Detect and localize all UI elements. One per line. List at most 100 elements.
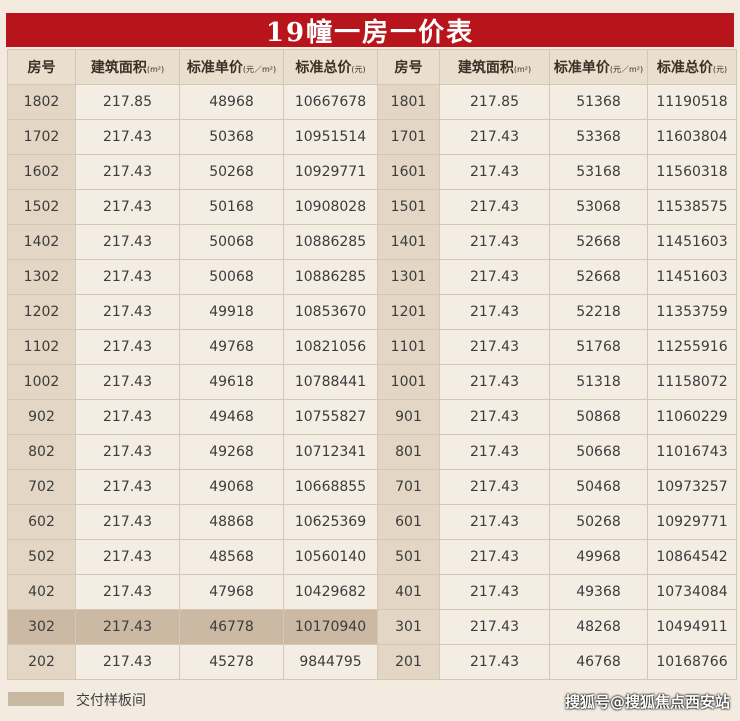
total-price-cell: 10788441 [283, 364, 378, 400]
room-cell: 1101 [377, 329, 440, 365]
area-cell: 217.43 [439, 609, 550, 645]
table-row: 1802 217.85 48968 10667678 1801 217.85 51368 11… [7, 84, 737, 120]
table-row: 1502 217.43 50168 10908028 1501 217.43 53068 11… [7, 189, 737, 225]
area-cell: 217.43 [439, 259, 550, 295]
area-cell: 217.43 [75, 189, 180, 225]
unit-price-cell: 50068 [179, 259, 284, 295]
room-cell: 601 [377, 504, 440, 540]
table-row: 1002 217.43 49618 10788441 1001 217.43 51318 11… [7, 364, 737, 400]
area-cell: 217.43 [439, 119, 550, 155]
room-cell: 1301 [377, 259, 440, 295]
total-price-cell: 10951514 [283, 119, 378, 155]
title-banner: 19幢一房一价表 [6, 13, 734, 48]
total-price-cell: 11255916 [647, 329, 737, 365]
table-row: 1602 217.43 50268 10929771 1601 217.43 53168 11… [7, 154, 737, 190]
area-cell: 217.43 [75, 399, 180, 435]
room-cell: 701 [377, 469, 440, 505]
area-cell: 217.43 [75, 574, 180, 610]
area-cell: 217.43 [75, 294, 180, 330]
table-row: 202 217.43 45278 9844795 201 217.43 46768 10168… [7, 644, 737, 680]
table-row: 1102 217.43 49768 10821056 1101 217.43 51768 11… [7, 329, 737, 365]
room-cell: 1702 [7, 119, 76, 155]
area-cell: 217.43 [75, 644, 180, 680]
total-price-cell: 10625369 [283, 504, 378, 540]
total-price-cell: 10667678 [283, 84, 378, 120]
unit-price-cell: 49268 [179, 434, 284, 470]
area-cell: 217.85 [439, 84, 550, 120]
unit-price-cell: 49918 [179, 294, 284, 330]
unit-price-cell: 49368 [549, 574, 648, 610]
total-price-cell: 10734084 [647, 574, 737, 610]
table-row: 902 217.43 49468 10755827 901 217.43 50868 1106… [7, 399, 737, 435]
unit-price-cell: 49968 [549, 539, 648, 575]
room-cell: 1602 [7, 154, 76, 190]
area-cell: 217.43 [75, 224, 180, 260]
area-cell: 217.85 [75, 84, 180, 120]
total-price-cell: 11603804 [647, 119, 737, 155]
header-area-right: 建筑面积(m²) [439, 49, 550, 85]
table-row: 602 217.43 48868 10625369 601 217.43 50268 1092… [7, 504, 737, 540]
room-cell: 1701 [377, 119, 440, 155]
area-cell: 217.43 [439, 364, 550, 400]
unit-price-cell: 52668 [549, 259, 648, 295]
unit-price-cell: 49068 [179, 469, 284, 505]
unit-price-cell: 48968 [179, 84, 284, 120]
unit-price-cell: 48568 [179, 539, 284, 575]
total-price-cell: 11560318 [647, 154, 737, 190]
unit-price-cell: 49768 [179, 329, 284, 365]
header-unit-price-right: 标准单价(元／m²) [549, 49, 648, 85]
area-cell: 217.43 [75, 154, 180, 190]
watermark: 搜狐号@搜狐焦点西安站 [564, 693, 730, 711]
room-cell: 602 [7, 504, 76, 540]
table-body: 1802 217.85 48968 10667678 1801 217.85 51368 11… [7, 84, 737, 680]
area-cell: 217.43 [439, 504, 550, 540]
area-cell: 217.43 [75, 259, 180, 295]
unit-price-cell: 49618 [179, 364, 284, 400]
header-room-right: 房号 [377, 49, 440, 85]
table-header-row: 房号 建筑面积(m²) 标准单价(元／m²) 标准总价(元) 房号 建筑面积(m… [7, 49, 737, 85]
room-cell: 1402 [7, 224, 76, 260]
unit-price-cell: 50668 [549, 434, 648, 470]
table-row: 1202 217.43 49918 10853670 1201 217.43 52218 11… [7, 294, 737, 330]
room-cell: 802 [7, 434, 76, 470]
room-cell: 301 [377, 609, 440, 645]
room-cell: 702 [7, 469, 76, 505]
header-total-price-right: 标准总价(元) [647, 49, 737, 85]
table-row: 1402 217.43 50068 10886285 1401 217.43 52668 11… [7, 224, 737, 260]
unit-price-cell: 53068 [549, 189, 648, 225]
room-cell: 1401 [377, 224, 440, 260]
total-price-cell: 10755827 [283, 399, 378, 435]
total-price-cell: 11353759 [647, 294, 737, 330]
unit-price-cell: 50068 [179, 224, 284, 260]
total-price-cell: 10886285 [283, 259, 378, 295]
unit-price-cell: 48868 [179, 504, 284, 540]
unit-price-cell: 51768 [549, 329, 648, 365]
header-unit-price-left: 标准单价(元／m²) [179, 49, 284, 85]
total-price-cell: 10853670 [283, 294, 378, 330]
area-cell: 217.43 [75, 364, 180, 400]
total-price-cell: 10908028 [283, 189, 378, 225]
area-cell: 217.43 [439, 644, 550, 680]
area-cell: 217.43 [439, 539, 550, 575]
unit-price-cell: 45278 [179, 644, 284, 680]
area-cell: 217.43 [439, 154, 550, 190]
total-price-cell: 10494911 [647, 609, 737, 645]
unit-price-cell: 46768 [549, 644, 648, 680]
unit-price-cell: 50268 [179, 154, 284, 190]
table-row: 702 217.43 49068 10668855 701 217.43 50468 1097… [7, 469, 737, 505]
unit-price-cell: 53368 [549, 119, 648, 155]
area-cell: 217.43 [75, 609, 180, 645]
room-cell: 1202 [7, 294, 76, 330]
room-cell: 902 [7, 399, 76, 435]
area-cell: 217.43 [439, 294, 550, 330]
room-cell: 502 [7, 539, 76, 575]
total-price-cell: 10168766 [647, 644, 737, 680]
area-cell: 217.43 [439, 574, 550, 610]
room-cell: 1102 [7, 329, 76, 365]
total-price-cell: 11158072 [647, 364, 737, 400]
room-cell: 1502 [7, 189, 76, 225]
unit-price-cell: 50868 [549, 399, 648, 435]
header-area-left: 建筑面积(m²) [75, 49, 180, 85]
unit-price-cell: 50368 [179, 119, 284, 155]
room-cell: 501 [377, 539, 440, 575]
